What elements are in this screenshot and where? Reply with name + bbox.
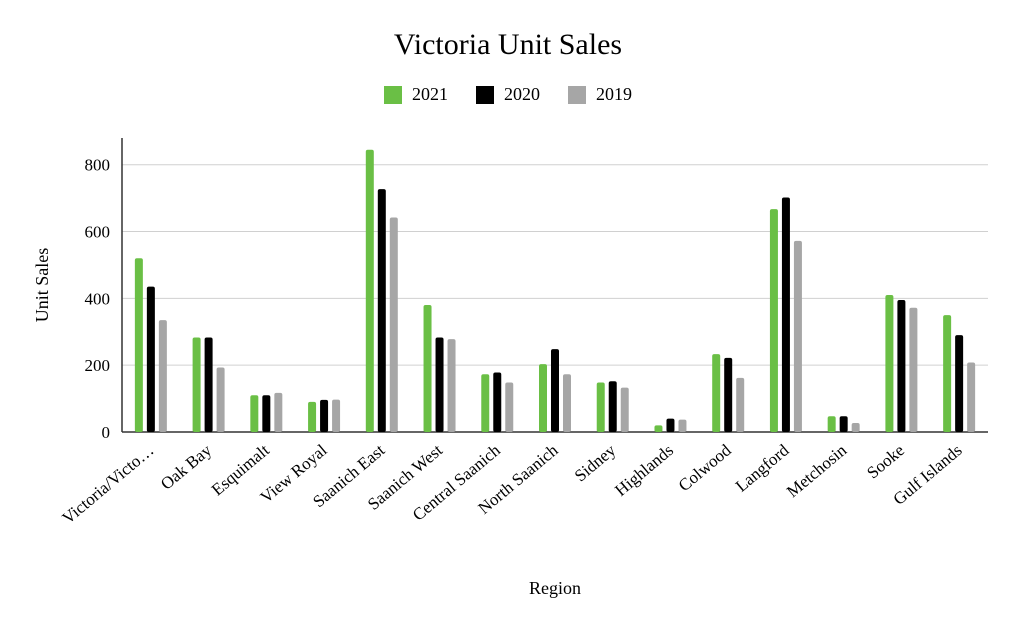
bar-metchosin-2019 [851,422,860,432]
x-tick-label-2: Oak Bay [157,440,216,493]
bar-central-saanich-2020 [493,372,502,432]
legend-item-series-2: 2020 [476,84,540,105]
bar-esquimalt-2021 [250,395,259,432]
bar-victoria-victo--2020 [146,286,155,432]
bar-gulf-islands-2021 [943,315,952,432]
bar-highlands-2020 [666,418,675,432]
bar-saanich-west-2021 [423,305,432,432]
bar-langford-2020 [781,197,790,432]
bar-north-saanich-2021 [539,364,547,432]
legend: 2021 2020 2019 [0,84,1016,105]
y-tick-label-400: 400 [85,289,111,308]
bar-sidney-2019 [620,387,629,432]
bar-victoria-victo--2021 [134,258,143,432]
bar-gulf-islands-2020 [955,335,964,432]
bar-north-saanich-2020 [551,349,559,432]
bar-saanich-east-2019 [389,217,398,432]
legend-label-series-1: 2021 [412,84,448,104]
bar-saanich-west-2019 [447,339,456,432]
bar-view-royal-2021 [308,401,317,432]
y-tick-label-200: 200 [85,356,111,375]
y-tick-label-600: 600 [85,223,111,242]
bar-oak-bay-2021 [192,337,201,432]
x-tick-label-14: Sooke [863,441,908,483]
y-axis-title: Unit Sales [32,248,52,323]
bar-colwood-2020 [724,357,733,432]
bar-central-saanich-2019 [505,382,514,432]
legend-label-series-2: 2020 [504,84,540,104]
bar-saanich-west-2020 [435,337,444,432]
bar-esquimalt-2020 [262,395,271,432]
bar-gulf-islands-2019 [967,362,976,432]
x-tick-label-10: Highlands [611,441,677,500]
bar-victoria-victo--2019 [158,320,167,432]
bar-saanich-east-2021 [365,149,374,432]
bar-north-saanich-2019 [563,374,571,432]
legend-swatch-series-3 [568,85,586,104]
x-tick-label-11: Colwood [675,440,735,495]
bar-sidney-2020 [608,381,617,432]
legend-item-series-1: 2021 [384,84,448,105]
bar-langford-2019 [793,240,802,432]
bar-oak-bay-2020 [204,337,213,432]
x-tick-label-13: Metchosin [783,440,851,501]
bar-colwood-2019 [736,377,745,432]
legend-swatch-series-1 [384,85,402,104]
bar-esquimalt-2019 [274,392,283,432]
bar-highlands-2019 [678,419,687,432]
legend-label-series-3: 2019 [596,84,632,104]
bar-metchosin-2020 [839,416,848,432]
bar-view-royal-2020 [320,399,329,432]
bar-sooke-2019 [909,307,918,432]
x-tick-label-9: Sidney [571,440,620,485]
bar-sooke-2020 [897,300,906,432]
bar-sidney-2021 [596,382,605,432]
y-tick-label-0: 0 [102,423,111,442]
y-tick-label-800: 800 [85,156,111,175]
legend-item-series-3: 2019 [568,84,632,105]
chart-title: Victoria Unit Sales [393,28,623,61]
bar-langford-2021 [769,209,778,432]
bar-highlands-2021 [654,425,663,432]
x-tick-label-1: Victoria/Victo… [59,441,158,528]
bar-oak-bay-2019 [216,367,225,432]
bar-metchosin-2021 [827,416,836,432]
legend-swatch-series-2 [476,85,494,104]
bar-sooke-2021 [885,295,894,432]
bar-view-royal-2019 [332,399,341,432]
bar-central-saanich-2021 [481,374,490,432]
bar-saanich-east-2020 [377,189,386,432]
bar-colwood-2021 [712,354,721,432]
x-axis-title: Region [529,578,581,598]
